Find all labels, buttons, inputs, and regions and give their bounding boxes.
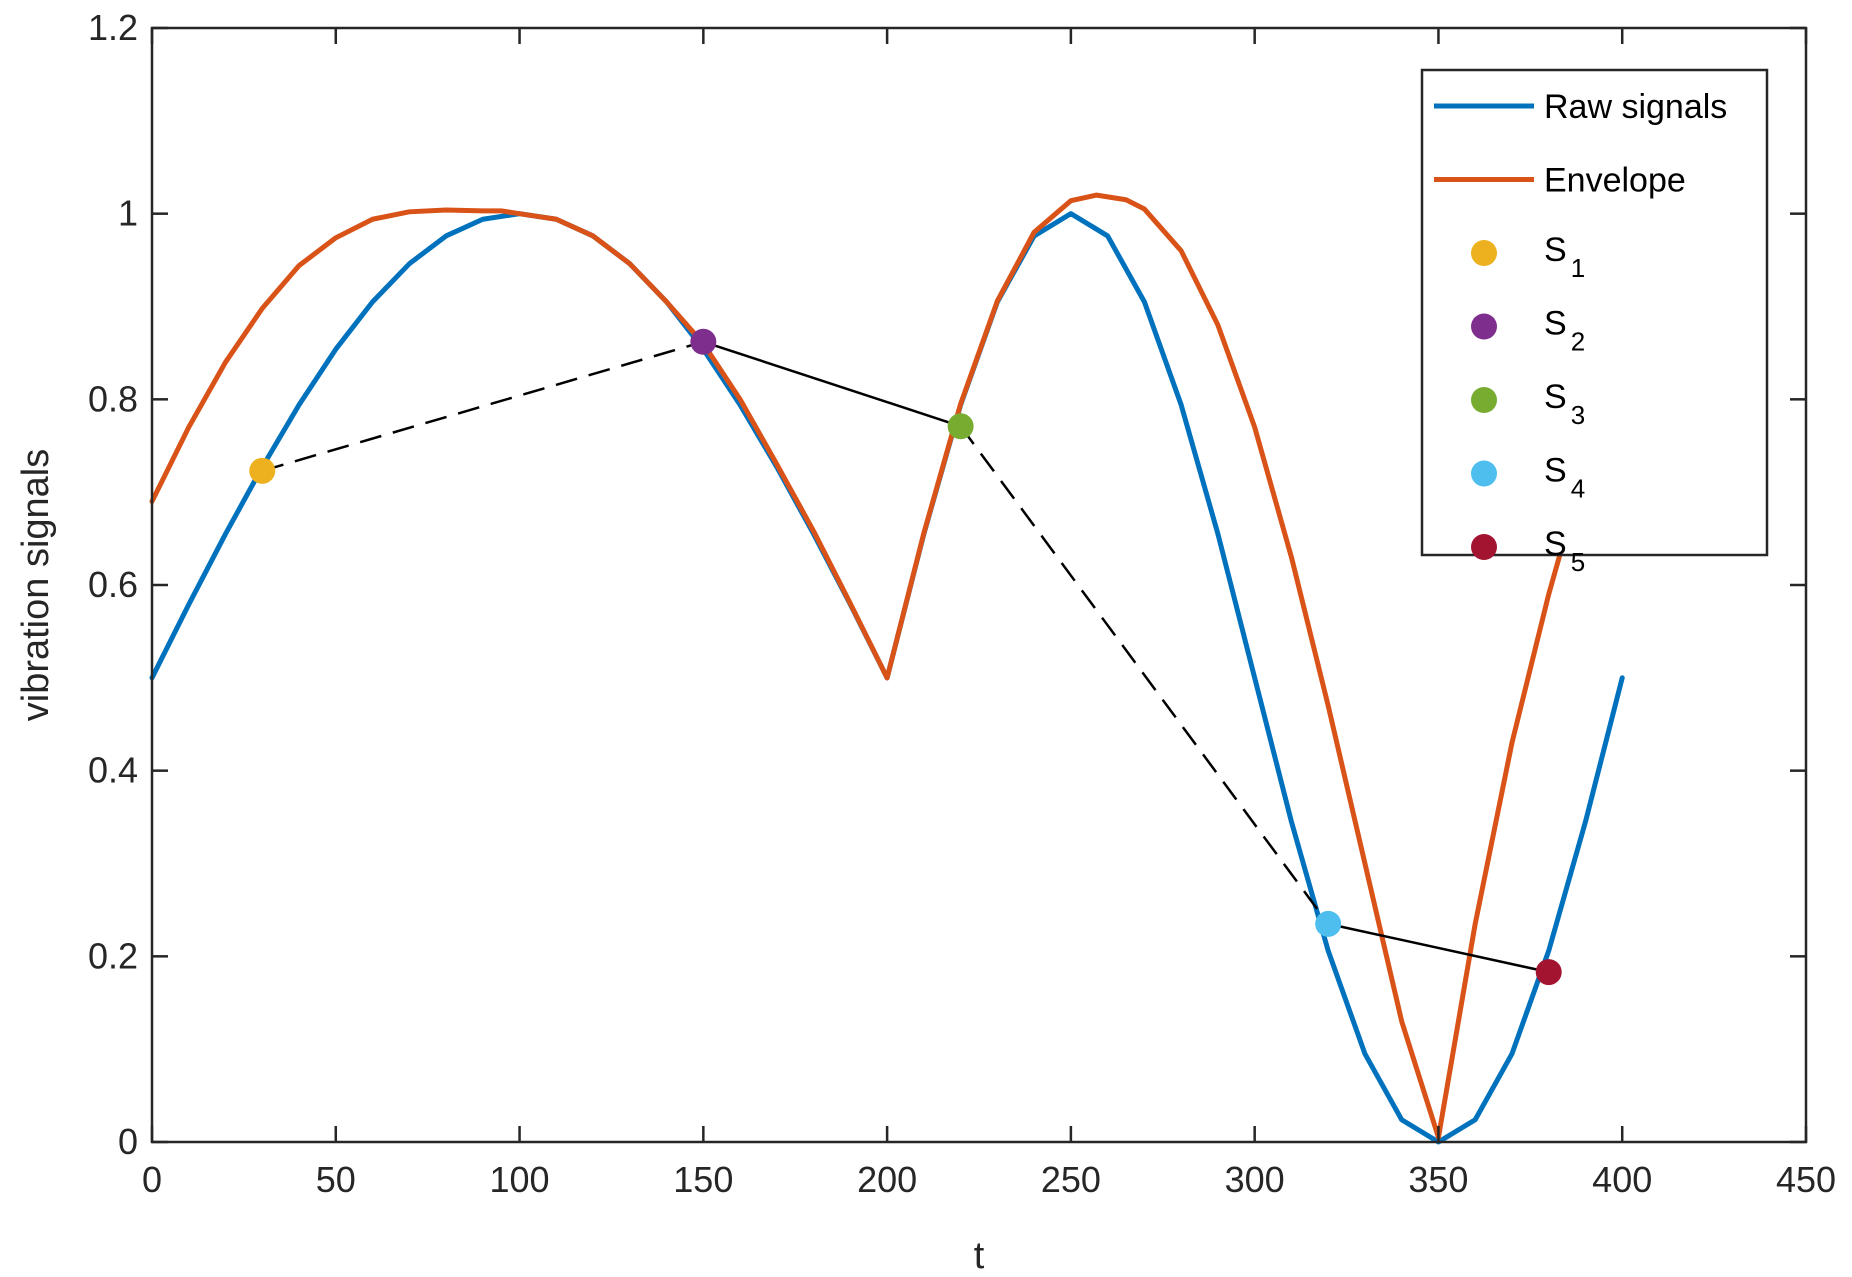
y-tick-label: 0.4 bbox=[88, 750, 138, 791]
point-s4 bbox=[1315, 910, 1342, 937]
x-tick-label: 400 bbox=[1592, 1159, 1652, 1200]
point-s3 bbox=[947, 413, 974, 440]
y-tick-label: 0.2 bbox=[88, 935, 138, 976]
legend-marker-s2 bbox=[1471, 313, 1497, 340]
x-tick-label: 150 bbox=[673, 1159, 733, 1200]
legend-marker-s5 bbox=[1471, 534, 1497, 560]
legend-marker-s3 bbox=[1471, 387, 1497, 413]
x-tick-label: 250 bbox=[1041, 1159, 1101, 1200]
connector-s4-s5 bbox=[1327, 922, 1549, 974]
point-s5 bbox=[1535, 959, 1562, 986]
legend-marker-s4 bbox=[1471, 460, 1497, 487]
series-layer bbox=[149, 192, 1625, 1145]
point-s2 bbox=[690, 328, 717, 355]
y-tick-label: 1 bbox=[118, 193, 138, 234]
y-tick-label: 0.8 bbox=[88, 378, 138, 419]
x-tick-label: 200 bbox=[857, 1159, 917, 1200]
legend: Raw signals Envelope S 1 S 2 S 3 S 4 S 5 bbox=[1420, 68, 1769, 577]
y-tick-label: 0.6 bbox=[88, 564, 138, 605]
x-axis-title: t bbox=[974, 1235, 985, 1277]
y-tick-label: 0 bbox=[118, 1121, 138, 1162]
points-layer bbox=[249, 328, 1562, 986]
connector-s3-s4 bbox=[959, 425, 1330, 925]
axes-layer: 0 50 100 150 200 250 300 350 400 450 0 0.2 0.4 0.6 0.8… bbox=[15, 7, 1836, 1277]
series-line-envelope bbox=[149, 192, 1625, 1140]
y-tick-label: 1.2 bbox=[88, 7, 138, 48]
connector-layer bbox=[261, 340, 1549, 974]
x-tick-label: 350 bbox=[1408, 1159, 1468, 1200]
legend-label: Raw signals bbox=[1544, 88, 1727, 126]
x-tick-label: 50 bbox=[316, 1159, 356, 1200]
legend-label: Envelope bbox=[1544, 162, 1686, 200]
x-tick-label: 450 bbox=[1776, 1159, 1836, 1200]
legend-box bbox=[1420, 68, 1769, 557]
connector-s2-s3 bbox=[702, 340, 962, 428]
x-tick-label: 300 bbox=[1225, 1159, 1285, 1200]
y-axis-title: vibration signals bbox=[15, 449, 57, 721]
x-tick-label: 0 bbox=[142, 1159, 162, 1200]
connector-s1-s2 bbox=[261, 340, 704, 473]
point-s1 bbox=[249, 457, 276, 484]
legend-marker-s1 bbox=[1471, 240, 1497, 266]
x-tick-label: 100 bbox=[490, 1159, 550, 1200]
